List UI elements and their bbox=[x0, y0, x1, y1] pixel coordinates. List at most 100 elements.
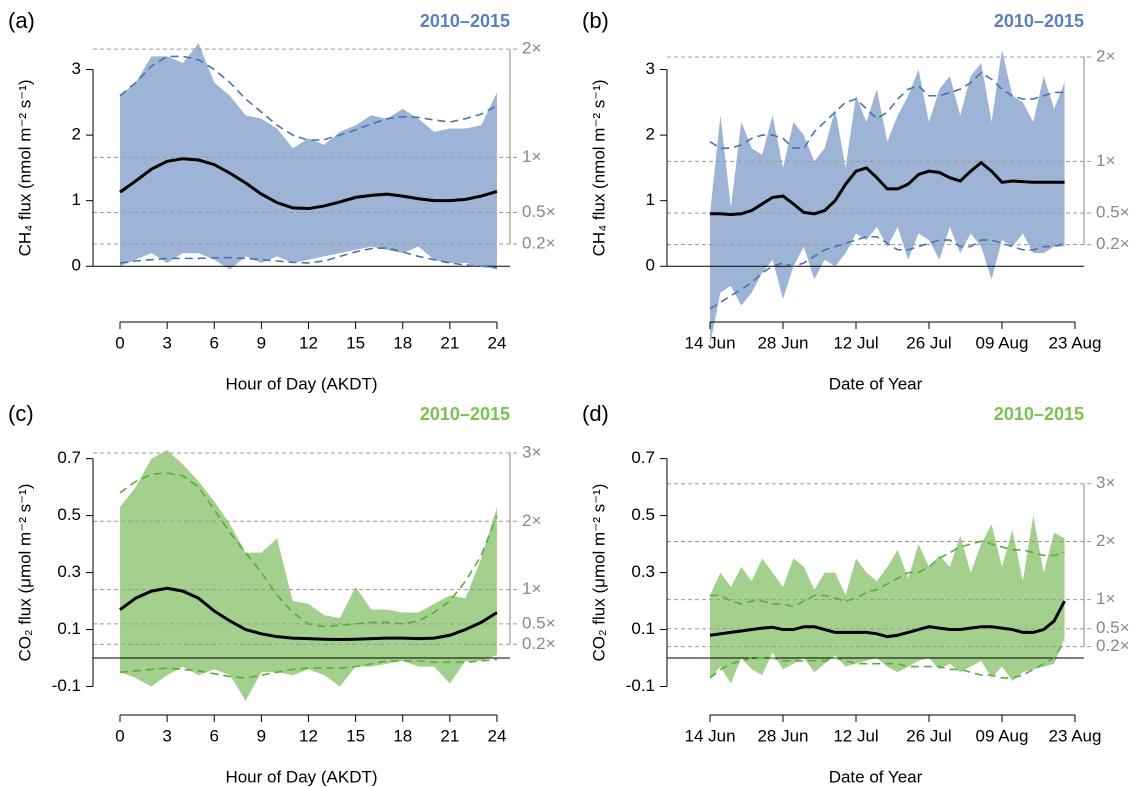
x-tick-label: 15 bbox=[346, 333, 365, 352]
y-axis-label: CH₄ flux (nmol m⁻² s⁻¹) bbox=[589, 79, 608, 256]
period-label: 2010–2015 bbox=[420, 11, 510, 31]
x-tick-label: 14 Jun bbox=[684, 726, 735, 745]
y-tick-label: -0.1 bbox=[626, 676, 655, 695]
x-tick-label: 15 bbox=[346, 726, 365, 745]
y-tick-label: 0.1 bbox=[631, 619, 655, 638]
envelope-line bbox=[710, 540, 1065, 608]
envelope-line bbox=[119, 247, 498, 269]
x-tick-label: 26 Jul bbox=[906, 726, 951, 745]
x-axis-label: Hour of Day (AKDT) bbox=[225, 767, 377, 786]
period-label: 2010–2015 bbox=[420, 404, 510, 424]
x-tick-label: 24 bbox=[488, 333, 507, 352]
x-axis-label: Hour of Day (AKDT) bbox=[225, 374, 377, 393]
y-tick-label: 0.5 bbox=[631, 505, 655, 524]
y2-tick-label: 1× bbox=[522, 579, 541, 598]
x-tick-label: 23 Aug bbox=[1049, 726, 1102, 745]
y-tick-label: 3 bbox=[646, 59, 655, 78]
y-tick-label: 0.7 bbox=[57, 448, 81, 467]
x-tick-label: 28 Jun bbox=[757, 333, 808, 352]
panel-label: (b) bbox=[582, 8, 609, 33]
y-axis-label: CO₂ flux (μmol m⁻² s⁻¹) bbox=[589, 484, 608, 662]
y2-tick-label: 0.2× bbox=[522, 634, 556, 653]
x-tick-label: 3 bbox=[162, 726, 171, 745]
y-tick-label: 0 bbox=[72, 256, 81, 275]
x-tick-label: 12 Jul bbox=[833, 726, 878, 745]
y-axis-label: CH₄ flux (nmol m⁻² s⁻¹) bbox=[15, 79, 34, 256]
y2-tick-label: 0.2× bbox=[522, 233, 556, 252]
y2-tick-label: 2× bbox=[1096, 47, 1115, 66]
y2-tick-label: 3× bbox=[1096, 473, 1115, 492]
x-tick-label: 21 bbox=[440, 726, 459, 745]
x-tick-label: 6 bbox=[210, 333, 219, 352]
panel: 3× 2× 1× 0.5×0.2× -0.1 0.1 0.3 0.5 0.7 14 Jun 28 J… bbox=[582, 401, 1130, 787]
y-tick-label: 1 bbox=[72, 190, 81, 209]
panel-label: (c) bbox=[8, 401, 34, 426]
x-tick-label: 09 Aug bbox=[976, 726, 1029, 745]
x-tick-label: 26 Jul bbox=[906, 333, 951, 352]
x-tick-label: 18 bbox=[393, 333, 412, 352]
x-tick-label: 21 bbox=[440, 333, 459, 352]
mean-line bbox=[119, 157, 498, 211]
period-label: 2010–2015 bbox=[994, 11, 1084, 31]
x-tick-label: 28 Jun bbox=[757, 726, 808, 745]
x-tick-label: 23 Aug bbox=[1049, 333, 1102, 352]
x-tick-label: 0 bbox=[115, 726, 124, 745]
band bbox=[120, 450, 497, 701]
band bbox=[120, 43, 497, 270]
mean-line bbox=[710, 160, 1065, 216]
panel-label: (a) bbox=[8, 8, 35, 33]
envelope-line bbox=[709, 235, 1065, 310]
y-tick-label: -0.1 bbox=[52, 676, 81, 695]
y-tick-label: 3 bbox=[72, 59, 81, 78]
panel: 2× 1× 0.5× 0.2× 0 1 2 3 14 Jun 28 Jun 12 Jul 26 Jul… bbox=[582, 8, 1130, 394]
x-tick-label: 3 bbox=[162, 333, 171, 352]
envelope-line bbox=[119, 472, 498, 628]
y-tick-label: 0.5 bbox=[57, 505, 81, 524]
y2-tick-label: 0.5× bbox=[1096, 618, 1130, 637]
x-tick-label: 24 bbox=[488, 726, 507, 745]
y-tick-label: 0.1 bbox=[57, 619, 81, 638]
panel-label: (d) bbox=[582, 401, 609, 426]
y2-tick-label: 0.5× bbox=[522, 202, 556, 221]
y-tick-label: 2 bbox=[646, 125, 655, 144]
x-tick-label: 12 bbox=[299, 333, 318, 352]
y2-tick-label: 2× bbox=[522, 39, 541, 58]
y-tick-label: 1 bbox=[646, 190, 655, 209]
y-tick-label: 2 bbox=[72, 125, 81, 144]
y-axis-label: CO₂ flux (μmol m⁻² s⁻¹) bbox=[15, 484, 34, 662]
mean-line bbox=[119, 586, 498, 642]
y-tick-label: 0.3 bbox=[631, 562, 655, 581]
y-tick-label: 0 bbox=[646, 256, 655, 275]
x-tick-label: 9 bbox=[257, 333, 266, 352]
panel: 3× 2× 1× 0.5× 0.2× -0.1 0.1 0.3 0.5 0.7 0 3 6 9 12 15 18… bbox=[8, 401, 556, 787]
x-tick-label: 14 Jun bbox=[684, 333, 735, 352]
x-axis-label: Date of Year bbox=[829, 374, 923, 393]
band bbox=[710, 49, 1065, 345]
envelope-line bbox=[709, 640, 1066, 679]
x-tick-label: 12 bbox=[299, 726, 318, 745]
y-tick-label: 0.3 bbox=[57, 562, 81, 581]
x-tick-label: 0 bbox=[115, 333, 124, 352]
x-tick-label: 12 Jul bbox=[833, 333, 878, 352]
y2-tick-label: 0.2× bbox=[1096, 234, 1130, 253]
y2-tick-label: 1× bbox=[522, 147, 541, 166]
x-tick-label: 6 bbox=[210, 726, 219, 745]
y-tick-label: 0.7 bbox=[631, 448, 655, 467]
period-label: 2010–2015 bbox=[994, 404, 1084, 424]
y2-tick-label: 2× bbox=[1096, 531, 1115, 550]
x-axis-label: Date of Year bbox=[829, 767, 923, 786]
y2-tick-label: 0.5× bbox=[1096, 203, 1130, 222]
x-tick-label: 9 bbox=[257, 726, 266, 745]
y2-tick-label: 1× bbox=[1096, 151, 1115, 170]
x-tick-label: 09 Aug bbox=[976, 333, 1029, 352]
x-tick-label: 18 bbox=[393, 726, 412, 745]
y2-tick-label: 3× bbox=[522, 442, 541, 461]
envelope-line bbox=[119, 658, 498, 679]
y2-tick-label: 1× bbox=[1096, 589, 1115, 608]
y2-tick-label: 0.2× bbox=[1096, 636, 1130, 655]
y2-tick-label: 2× bbox=[522, 511, 541, 530]
y2-tick-label: 0.5× bbox=[522, 613, 556, 632]
mean-line bbox=[709, 600, 1066, 639]
